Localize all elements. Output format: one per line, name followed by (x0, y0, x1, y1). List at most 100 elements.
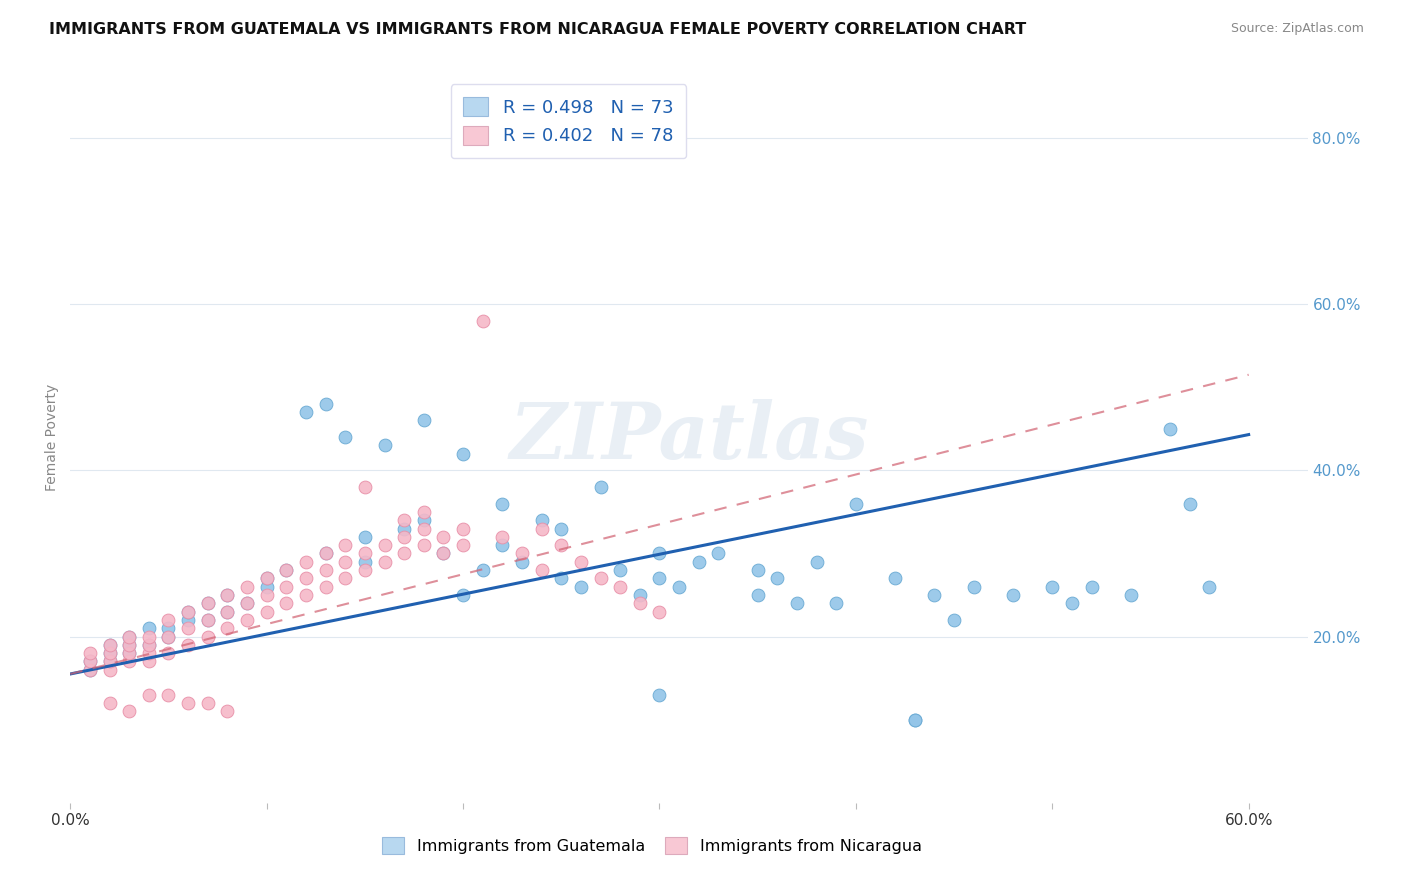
Point (217, 621, 239, 635)
Point (118, 638, 141, 652)
Point (569, 580, 592, 594)
Point (217, 705, 239, 719)
Point (609, 563, 631, 577)
Point (118, 630, 141, 644)
Point (236, 596, 259, 610)
Point (1119, 588, 1142, 602)
Point (315, 563, 337, 577)
Point (138, 621, 160, 635)
Point (373, 555, 395, 569)
Point (177, 621, 200, 635)
Point (924, 588, 946, 602)
Point (354, 546, 377, 560)
Point (79, 663, 101, 677)
Point (256, 580, 278, 594)
Point (197, 630, 219, 644)
Point (1198, 580, 1220, 594)
Point (118, 646, 141, 660)
Point (471, 563, 494, 577)
Point (825, 596, 848, 610)
Point (432, 546, 454, 560)
Point (451, 538, 474, 552)
Point (412, 538, 434, 552)
Point (550, 538, 572, 552)
Point (197, 596, 219, 610)
Point (707, 546, 730, 560)
Point (747, 563, 769, 577)
Point (157, 621, 180, 635)
Point (688, 555, 710, 569)
Point (1159, 422, 1181, 436)
Point (315, 397, 337, 411)
Point (354, 563, 377, 577)
Point (392, 513, 415, 527)
Point (157, 613, 180, 627)
Point (276, 563, 298, 577)
Point (963, 580, 986, 594)
Point (550, 521, 572, 535)
Point (884, 571, 907, 585)
Point (177, 638, 200, 652)
Point (295, 571, 318, 585)
Point (1060, 596, 1083, 610)
Point (747, 588, 769, 602)
Point (451, 588, 474, 602)
Point (766, 571, 789, 585)
Point (1080, 580, 1102, 594)
Point (276, 580, 298, 594)
Point (412, 521, 434, 535)
Point (530, 513, 553, 527)
Point (648, 546, 671, 560)
Point (491, 497, 513, 511)
Point (354, 480, 377, 494)
Point (295, 555, 318, 569)
Point (530, 521, 553, 535)
Point (98, 638, 121, 652)
Point (79, 655, 101, 669)
Point (1040, 580, 1063, 594)
Point (138, 630, 160, 644)
Legend: Immigrants from Guatemala, Immigrants from Nicaragua: Immigrants from Guatemala, Immigrants fr… (375, 830, 928, 861)
Point (668, 580, 690, 594)
Point (217, 588, 239, 602)
Point (432, 530, 454, 544)
Point (609, 580, 631, 594)
Point (510, 555, 533, 569)
Point (256, 605, 278, 619)
Point (943, 613, 966, 627)
Point (79, 663, 101, 677)
Point (197, 696, 219, 710)
Point (904, 713, 927, 727)
Point (236, 613, 259, 627)
Point (412, 513, 434, 527)
Point (217, 605, 239, 619)
Point (354, 555, 377, 569)
Point (628, 596, 651, 610)
Text: Source: ZipAtlas.com: Source: ZipAtlas.com (1230, 22, 1364, 36)
Point (510, 546, 533, 560)
Point (786, 596, 808, 610)
Point (177, 605, 200, 619)
Point (373, 538, 395, 552)
Point (236, 580, 259, 594)
Point (118, 655, 141, 669)
Point (392, 521, 415, 535)
Point (157, 630, 180, 644)
Point (648, 688, 671, 702)
Point (118, 638, 141, 652)
Point (373, 438, 395, 452)
Point (177, 696, 200, 710)
Point (217, 605, 239, 619)
Point (432, 546, 454, 560)
Point (157, 646, 180, 660)
Point (412, 413, 434, 427)
Point (118, 630, 141, 644)
Point (138, 688, 160, 702)
Point (628, 588, 651, 602)
Point (295, 405, 318, 419)
Point (550, 571, 572, 585)
Point (118, 646, 141, 660)
Point (118, 705, 141, 719)
Point (354, 530, 377, 544)
Point (79, 655, 101, 669)
